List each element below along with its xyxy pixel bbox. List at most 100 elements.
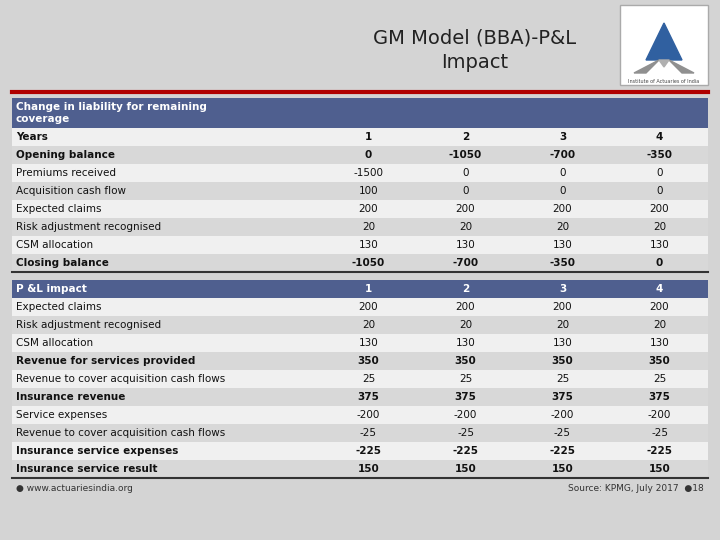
Text: -700: -700 <box>452 258 479 268</box>
Text: -200: -200 <box>454 410 477 420</box>
Text: -225: -225 <box>549 446 575 456</box>
FancyBboxPatch shape <box>12 236 708 254</box>
Text: 100: 100 <box>359 186 378 196</box>
Text: 0: 0 <box>559 168 566 178</box>
Text: 20: 20 <box>459 320 472 330</box>
Text: 200: 200 <box>553 302 572 312</box>
Text: Institute of Actuaries of India: Institute of Actuaries of India <box>629 79 700 84</box>
FancyBboxPatch shape <box>12 218 708 236</box>
Text: 4: 4 <box>656 132 663 142</box>
Text: -200: -200 <box>648 410 671 420</box>
Text: 0: 0 <box>462 168 469 178</box>
Text: 150: 150 <box>552 464 573 474</box>
Text: Impact: Impact <box>441 52 508 71</box>
Text: Expected claims: Expected claims <box>16 204 102 214</box>
Text: 130: 130 <box>456 338 475 348</box>
Text: -1500: -1500 <box>354 168 384 178</box>
Text: Years: Years <box>16 132 48 142</box>
Text: P &L impact: P &L impact <box>16 284 87 294</box>
FancyBboxPatch shape <box>12 460 708 478</box>
FancyBboxPatch shape <box>620 5 708 85</box>
FancyBboxPatch shape <box>12 146 708 164</box>
Text: 375: 375 <box>358 392 379 402</box>
Text: Closing balance: Closing balance <box>16 258 109 268</box>
Text: 150: 150 <box>358 464 379 474</box>
Text: 375: 375 <box>649 392 670 402</box>
Text: 1: 1 <box>365 132 372 142</box>
Text: -25: -25 <box>360 428 377 438</box>
Text: 20: 20 <box>362 320 375 330</box>
FancyBboxPatch shape <box>12 182 708 200</box>
Text: 375: 375 <box>454 392 477 402</box>
Text: -225: -225 <box>356 446 382 456</box>
Text: 200: 200 <box>649 204 670 214</box>
Text: -350: -350 <box>549 258 575 268</box>
Text: -25: -25 <box>457 428 474 438</box>
Text: Premiums received: Premiums received <box>16 168 116 178</box>
Text: 130: 130 <box>553 338 572 348</box>
Text: -200: -200 <box>551 410 574 420</box>
Text: Insurance service result: Insurance service result <box>16 464 158 474</box>
Text: 2: 2 <box>462 284 469 294</box>
Text: 25: 25 <box>362 374 375 384</box>
Text: Service expenses: Service expenses <box>16 410 107 420</box>
Text: 200: 200 <box>359 302 378 312</box>
Text: 130: 130 <box>359 338 379 348</box>
Text: 200: 200 <box>359 204 378 214</box>
Text: 200: 200 <box>553 204 572 214</box>
Text: 130: 130 <box>359 240 379 250</box>
Text: Acquisition cash flow: Acquisition cash flow <box>16 186 126 196</box>
Text: Risk adjustment recognised: Risk adjustment recognised <box>16 320 161 330</box>
Text: 350: 350 <box>552 356 573 366</box>
Text: Revenue for services provided: Revenue for services provided <box>16 356 195 366</box>
Text: Source: KPMG, July 2017  ●18: Source: KPMG, July 2017 ●18 <box>568 484 704 493</box>
Text: 3: 3 <box>559 284 566 294</box>
Text: 130: 130 <box>553 240 572 250</box>
Text: 25: 25 <box>653 374 666 384</box>
Text: 20: 20 <box>653 320 666 330</box>
Text: 20: 20 <box>556 320 569 330</box>
Text: -225: -225 <box>647 446 672 456</box>
Text: 0: 0 <box>462 186 469 196</box>
Text: ● www.actuariesindia.org: ● www.actuariesindia.org <box>16 484 133 493</box>
Text: 20: 20 <box>556 222 569 232</box>
Text: -25: -25 <box>554 428 571 438</box>
Text: 150: 150 <box>454 464 477 474</box>
FancyBboxPatch shape <box>12 298 708 316</box>
Polygon shape <box>646 23 682 60</box>
Text: 1: 1 <box>365 284 372 294</box>
FancyBboxPatch shape <box>12 352 708 370</box>
Text: 25: 25 <box>556 374 569 384</box>
FancyBboxPatch shape <box>12 424 708 442</box>
Text: 0: 0 <box>559 186 566 196</box>
Text: -350: -350 <box>647 150 672 160</box>
Text: 4: 4 <box>656 284 663 294</box>
Text: -200: -200 <box>357 410 380 420</box>
Text: 3: 3 <box>559 132 566 142</box>
Text: Opening balance: Opening balance <box>16 150 115 160</box>
FancyBboxPatch shape <box>12 442 708 460</box>
Text: 2: 2 <box>462 132 469 142</box>
FancyBboxPatch shape <box>12 406 708 424</box>
FancyBboxPatch shape <box>12 200 708 218</box>
Text: 350: 350 <box>358 356 379 366</box>
Text: Revenue to cover acquisition cash flows: Revenue to cover acquisition cash flows <box>16 428 225 438</box>
Text: 200: 200 <box>456 302 475 312</box>
Text: 25: 25 <box>459 374 472 384</box>
Text: 130: 130 <box>456 240 475 250</box>
Text: 0: 0 <box>365 150 372 160</box>
Text: Insurance service expenses: Insurance service expenses <box>16 446 179 456</box>
Text: 0: 0 <box>656 168 662 178</box>
Text: CSM allocation: CSM allocation <box>16 240 93 250</box>
Text: Change in liability for remaining
coverage: Change in liability for remaining covera… <box>16 102 207 124</box>
Text: 20: 20 <box>459 222 472 232</box>
Text: 130: 130 <box>649 338 670 348</box>
FancyBboxPatch shape <box>12 316 708 334</box>
Text: GM Model (BBA)-P&L: GM Model (BBA)-P&L <box>374 29 577 48</box>
Polygon shape <box>659 60 669 67</box>
FancyBboxPatch shape <box>12 98 708 128</box>
Text: -225: -225 <box>452 446 479 456</box>
Text: 0: 0 <box>656 186 662 196</box>
FancyBboxPatch shape <box>12 388 708 406</box>
Text: 375: 375 <box>552 392 573 402</box>
